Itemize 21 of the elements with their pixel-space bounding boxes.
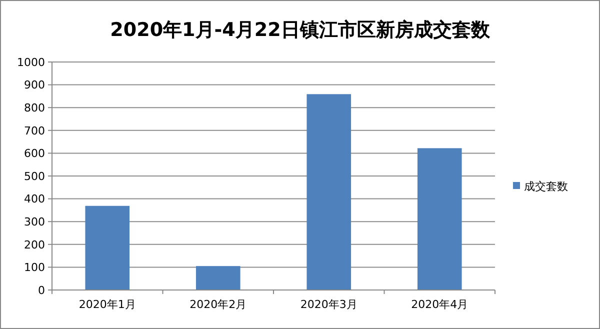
y-tick-label: 700 — [24, 124, 45, 138]
y-tick-label: 400 — [24, 192, 45, 206]
y-tick-label: 0 — [38, 284, 45, 297]
y-tick-label: 600 — [24, 147, 45, 160]
y-tick-label: 300 — [24, 215, 45, 228]
y-tick-label: 1000 — [17, 56, 45, 69]
chart-title: 2020年1月-4月22日镇江市区新房成交套数 — [110, 19, 491, 41]
y-tick-label: 800 — [24, 101, 45, 114]
y-tick-label: 500 — [24, 170, 45, 183]
bar — [196, 266, 240, 290]
bar — [417, 148, 462, 290]
legend-label: 成交套数 — [524, 180, 568, 193]
x-tick-label: 2020年4月 — [411, 298, 468, 311]
y-tick-label: 900 — [24, 78, 45, 92]
x-tick-label: 2020年1月 — [78, 298, 136, 311]
y-tick-label: 200 — [24, 238, 45, 252]
bar — [306, 94, 352, 290]
x-tick-label: 2020年3月 — [300, 298, 358, 311]
x-tick-label: 2020年2月 — [190, 298, 247, 311]
y-tick-label: 100 — [24, 261, 45, 274]
bar — [85, 206, 130, 290]
